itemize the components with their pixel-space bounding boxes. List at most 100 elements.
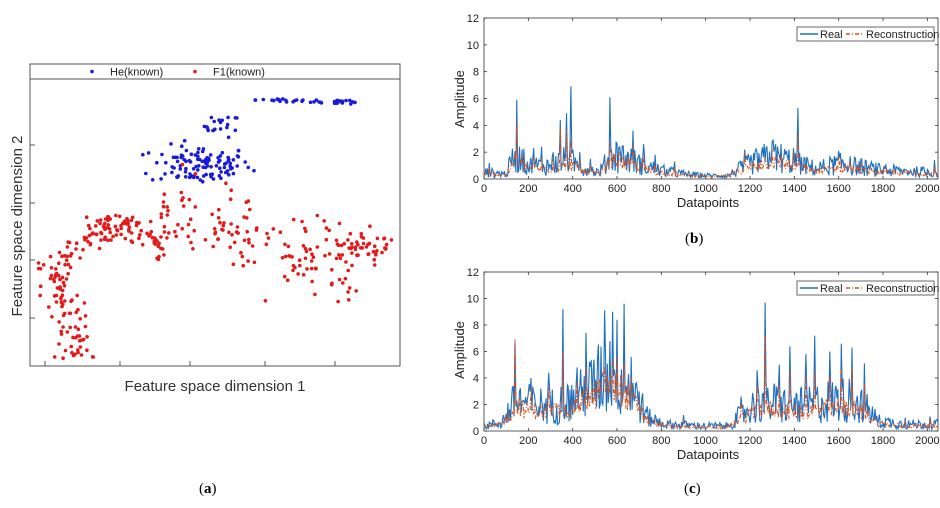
panel-c-xtick-label-5: 1000 [693,435,717,447]
panel-a-point-f1 [76,348,80,352]
panel-a-point-f1 [361,236,366,240]
panel-a-point-f1 [61,325,65,329]
panel-a-point-f1 [300,219,304,224]
panel-c-series [483,302,939,432]
panel-a-point-he [201,165,205,169]
panel-a-point-f1 [88,226,92,231]
panel-c-ylabel: Amplitude [452,321,467,379]
panel-a-point-he [196,168,200,172]
panel-a-point-f1 [283,242,287,247]
panel-a-point-f1 [162,192,167,196]
panel-a-point-he [348,98,352,103]
panel-b-ytick-label-6: 12 [467,13,479,25]
panel-a-point-f1 [350,251,354,255]
panel-a-point-f1 [346,290,350,294]
panel-a-point-f1 [134,223,139,228]
panel-a-point-he [209,115,214,120]
panel-a-point-f1 [180,162,185,167]
panel-a-point-f1 [148,219,153,224]
panel-a-point-f1 [372,257,377,262]
panel-a-point-f1 [69,344,73,349]
panel-a-point-f1 [157,254,161,259]
panel-a-ticks [30,144,336,366]
panel-a-point-f1 [242,238,247,243]
panel-a-point-f1 [291,263,296,268]
panel-a-point-f1 [75,293,79,298]
panel-a-point-f1 [59,296,63,301]
panel-a-point-f1 [119,226,123,231]
panel-a-point-f1 [335,242,340,246]
panel-a-point-f1 [161,200,166,204]
panel-a-point-he [191,167,196,171]
panel-a-point-f1 [228,197,233,201]
panel-a-point-f1 [87,233,92,238]
panel-a-point-f1 [203,238,208,242]
panel-a-point-he [196,147,201,151]
panel-a-point-f1 [301,273,306,277]
panel-a-point-he [246,165,250,170]
panel-a-point-f1 [254,228,259,232]
panel-a-point-he [206,156,211,161]
panel-a-point-f1 [156,244,161,248]
panel-a-point-f1 [62,311,67,316]
panel-a-point-f1 [88,241,93,246]
panel-a-point-f1 [334,238,339,243]
panel-a-point-he [218,154,223,158]
panel-a-point-he [184,159,188,163]
panel-a-point-he [175,175,180,179]
panel-a-point-he [284,98,288,103]
panel-a-point-f1 [145,231,149,236]
panel-a-point-he [214,164,219,168]
panel-a-point-f1 [322,219,327,223]
panel-b-ytick-label-1: 2 [473,147,479,159]
panel-b-caption: (b) [685,231,703,247]
panel-a-point-f1 [309,266,314,271]
panel-a-point-f1 [106,223,111,227]
panel-c-xlabel: Datapoints [677,447,740,462]
panel-b-xtick-label-5: 1000 [693,183,717,195]
panel-a-point-f1 [313,266,318,271]
panel-a-point-f1 [106,215,111,219]
panel-a-point-he [220,150,225,155]
panel-c-ytick-label-1: 2 [473,400,479,412]
panel-a-point-he [150,178,155,182]
panel-a-point-f1 [54,300,59,304]
panel-a-point-he [178,167,183,171]
panel-a-point-f1 [48,276,53,281]
panel-a-point-f1 [347,298,351,302]
panel-a-point-f1 [174,234,178,239]
panel-a-point-f1 [311,255,316,259]
panel-a-point-f1 [228,245,232,249]
panel-a-point-f1 [68,311,73,316]
panel-a-point-f1 [114,213,118,218]
panel-a-point-f1 [263,299,268,303]
panel-a-points [36,97,394,361]
panel-b-xtick-label-0: 0 [481,183,487,195]
panel-a-point-he [228,161,233,166]
panel-a-point-f1 [246,199,251,203]
panel-a-point-he [281,97,285,101]
panel-a-point-he [204,161,208,166]
panel-a-point-f1 [38,293,42,298]
panel-a-point-he [211,177,216,181]
panel-a-point-f1 [86,239,90,244]
panel-a-point-f1 [246,259,250,263]
panel-a-point-f1 [350,263,354,268]
panel-a-point-f1 [117,214,122,219]
panel-a-point-f1 [375,236,380,241]
panel-a-point-f1 [222,221,226,225]
panel-a-point-he [236,148,241,153]
panel-a-point-f1 [98,218,103,222]
panel-a-point-f1 [153,237,158,242]
panel-a-point-f1 [55,286,60,290]
panel-a-point-f1 [113,224,118,229]
panel-a-point-he [187,158,192,163]
panel-a-point-f1 [309,259,314,263]
panel-c-caption: (c) [684,481,701,497]
panel-c-series-reconstruction [483,335,938,431]
panel-a-point-f1 [119,232,123,237]
panel-a-point-f1 [101,224,106,228]
panel-a-point-f1 [162,224,167,229]
panel-a-point-f1 [229,222,233,226]
panel-a-point-f1 [304,249,309,254]
